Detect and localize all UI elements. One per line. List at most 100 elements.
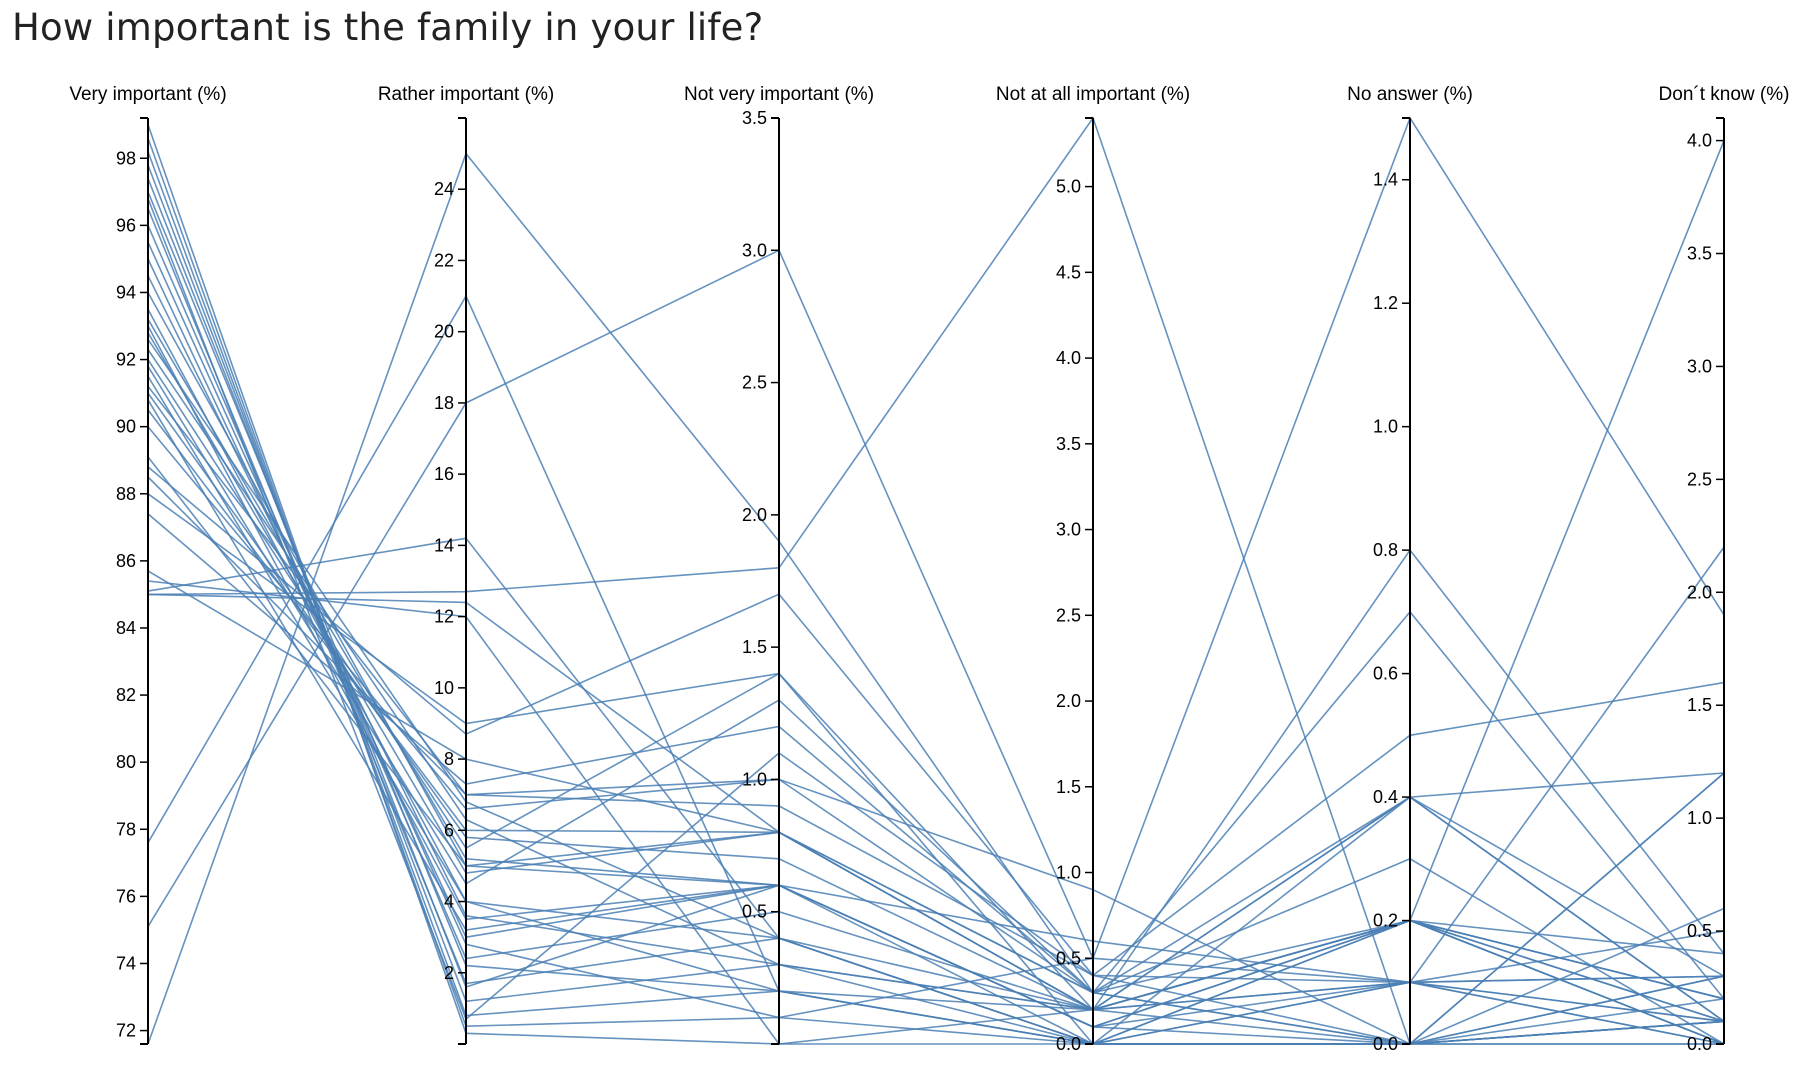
tick-label-notvery-4: 2.5	[742, 373, 767, 393]
record-line-17	[147, 375, 1725, 1011]
record-line-21	[147, 318, 1725, 1045]
tick-label-notvery-5: 3.0	[742, 240, 767, 260]
tick-label-very-4: 80	[116, 752, 136, 772]
record-line-9	[147, 466, 1725, 977]
axis-title-very: Very important (%)	[69, 84, 226, 105]
tick-label-rather-1: 4	[444, 892, 454, 912]
tick-label-notatall-6: 3.0	[1056, 520, 1081, 540]
tick-label-noanswer-3: 0.6	[1373, 664, 1398, 684]
tick-label-rather-11: 24	[434, 179, 454, 199]
tick-label-dontknow-6: 3.0	[1687, 356, 1712, 376]
tick-label-dontknow-8: 4.0	[1687, 131, 1712, 151]
tick-label-notvery-6: 3.5	[742, 108, 767, 128]
record-line-13	[147, 426, 1725, 1045]
record-line-0	[147, 151, 1725, 1045]
record-line-38	[147, 198, 1725, 1045]
tick-label-notatall-0: 0.0	[1056, 1034, 1081, 1054]
tick-label-notatall-3: 1.5	[1056, 777, 1081, 797]
record-line-34	[147, 124, 1725, 1045]
tick-label-very-13: 98	[116, 148, 136, 168]
tick-label-very-0: 72	[116, 1021, 136, 1041]
tick-label-rather-9: 20	[434, 322, 454, 342]
axis-title-dontknow: Don´t know (%)	[1659, 84, 1790, 105]
tick-label-notatall-8: 4.0	[1056, 348, 1081, 368]
record-line-23	[147, 308, 1725, 1011]
tick-label-very-7: 86	[116, 551, 136, 571]
tick-label-rather-3: 8	[444, 749, 454, 769]
record-line-7	[147, 140, 1725, 1011]
tick-label-notatall-5: 2.5	[1056, 605, 1081, 625]
tick-label-very-11: 94	[116, 282, 136, 302]
record-line-32	[147, 151, 1724, 1045]
axis-title-noanswer: No answer (%)	[1347, 84, 1473, 105]
tick-label-noanswer-6: 1.2	[1373, 293, 1398, 313]
tick-label-very-2: 76	[116, 886, 136, 906]
tick-label-notatall-4: 2.0	[1056, 691, 1081, 711]
record-line-37	[147, 292, 1725, 1045]
tick-label-dontknow-0: 0.0	[1687, 1034, 1712, 1054]
tick-label-noanswer-7: 1.4	[1373, 170, 1398, 190]
tick-label-rather-10: 22	[434, 250, 454, 270]
tick-label-dontknow-3: 1.5	[1687, 695, 1712, 715]
tick-label-notatall-1: 0.5	[1056, 948, 1081, 968]
record-line-4	[147, 546, 1725, 1045]
record-line-25	[147, 258, 1725, 1045]
axis-title-rather: Rather important (%)	[378, 84, 554, 105]
tick-label-very-1: 74	[116, 953, 136, 973]
chart-title: How important is the family in your life…	[12, 6, 764, 49]
tick-label-dontknow-5: 2.5	[1687, 469, 1712, 489]
record-line-33	[147, 137, 1725, 1045]
record-line-31	[147, 164, 1725, 1023]
record-line-2	[147, 294, 1725, 1045]
record-line-1	[147, 116, 1725, 961]
record-line-35	[147, 365, 1725, 1045]
axis-noanswer: 0.0 0.2 0.4 0.6 0.8 1.0 1.2 1.4 No answer (%)	[1347, 84, 1473, 1054]
tick-label-rather-2: 6	[444, 820, 454, 840]
tick-label-rather-4: 10	[434, 678, 454, 698]
tick-label-notvery-0: 0.5	[742, 902, 767, 922]
tick-label-very-5: 82	[116, 685, 136, 705]
tick-label-rather-7: 16	[434, 464, 454, 484]
tick-label-very-12: 96	[116, 215, 136, 235]
record-line-30	[147, 178, 1725, 1045]
axis-dontknow: 0.0 0.5 1.0 1.5 2.0 2.5 3.0 3.5 4.0 Don´t know (%…	[1659, 84, 1790, 1054]
tick-label-rather-0: 2	[444, 963, 454, 983]
record-line-28	[147, 208, 1725, 1045]
record-line-14	[147, 409, 1725, 1000]
axis-title-notvery: Not very important (%)	[684, 84, 874, 105]
tick-label-notvery-1: 1.0	[742, 769, 767, 789]
tick-label-notatall-2: 1.0	[1056, 863, 1081, 883]
tick-label-notatall-9: 4.5	[1056, 262, 1081, 282]
tick-label-rather-8: 18	[434, 393, 454, 413]
record-line-39	[147, 338, 1725, 1045]
tick-label-notvery-3: 2.0	[742, 505, 767, 525]
tick-label-dontknow-7: 3.5	[1687, 244, 1712, 264]
tick-label-notatall-10: 5.0	[1056, 177, 1081, 197]
tick-label-very-6: 84	[116, 618, 136, 638]
record-line-15	[147, 392, 1725, 1011]
record-line-26	[147, 241, 1725, 1019]
record-line-18	[147, 359, 1725, 1045]
tick-label-very-10: 92	[116, 350, 136, 370]
tick-label-dontknow-2: 1.0	[1687, 808, 1712, 828]
tick-label-dontknow-1: 0.5	[1687, 921, 1712, 941]
record-line-29	[147, 191, 1725, 1045]
tick-label-noanswer-0: 0.0	[1373, 1034, 1398, 1054]
tick-label-rather-5: 12	[434, 607, 454, 627]
record-line-36	[147, 399, 1725, 1028]
tick-label-noanswer-5: 1.0	[1373, 417, 1398, 437]
record-line-16	[147, 385, 1725, 1045]
record-line-19	[147, 349, 1725, 1011]
tick-label-very-8: 88	[116, 484, 136, 504]
tick-label-notvery-2: 1.5	[742, 637, 767, 657]
tick-label-notatall-7: 3.5	[1056, 434, 1081, 454]
polyline-layer	[147, 116, 1725, 1045]
tick-label-very-3: 78	[116, 819, 136, 839]
tick-label-dontknow-4: 2.0	[1687, 582, 1712, 602]
record-line-22	[147, 325, 1725, 1045]
axis-notvery: 0.5 1.0 1.5 2.0 2.5 3.0 3.5 Not very important …	[684, 84, 874, 1045]
axis-very: 72 74 76 78 80 82 84 86 88 90 92 94 96 98 Very importa…	[69, 84, 227, 1045]
